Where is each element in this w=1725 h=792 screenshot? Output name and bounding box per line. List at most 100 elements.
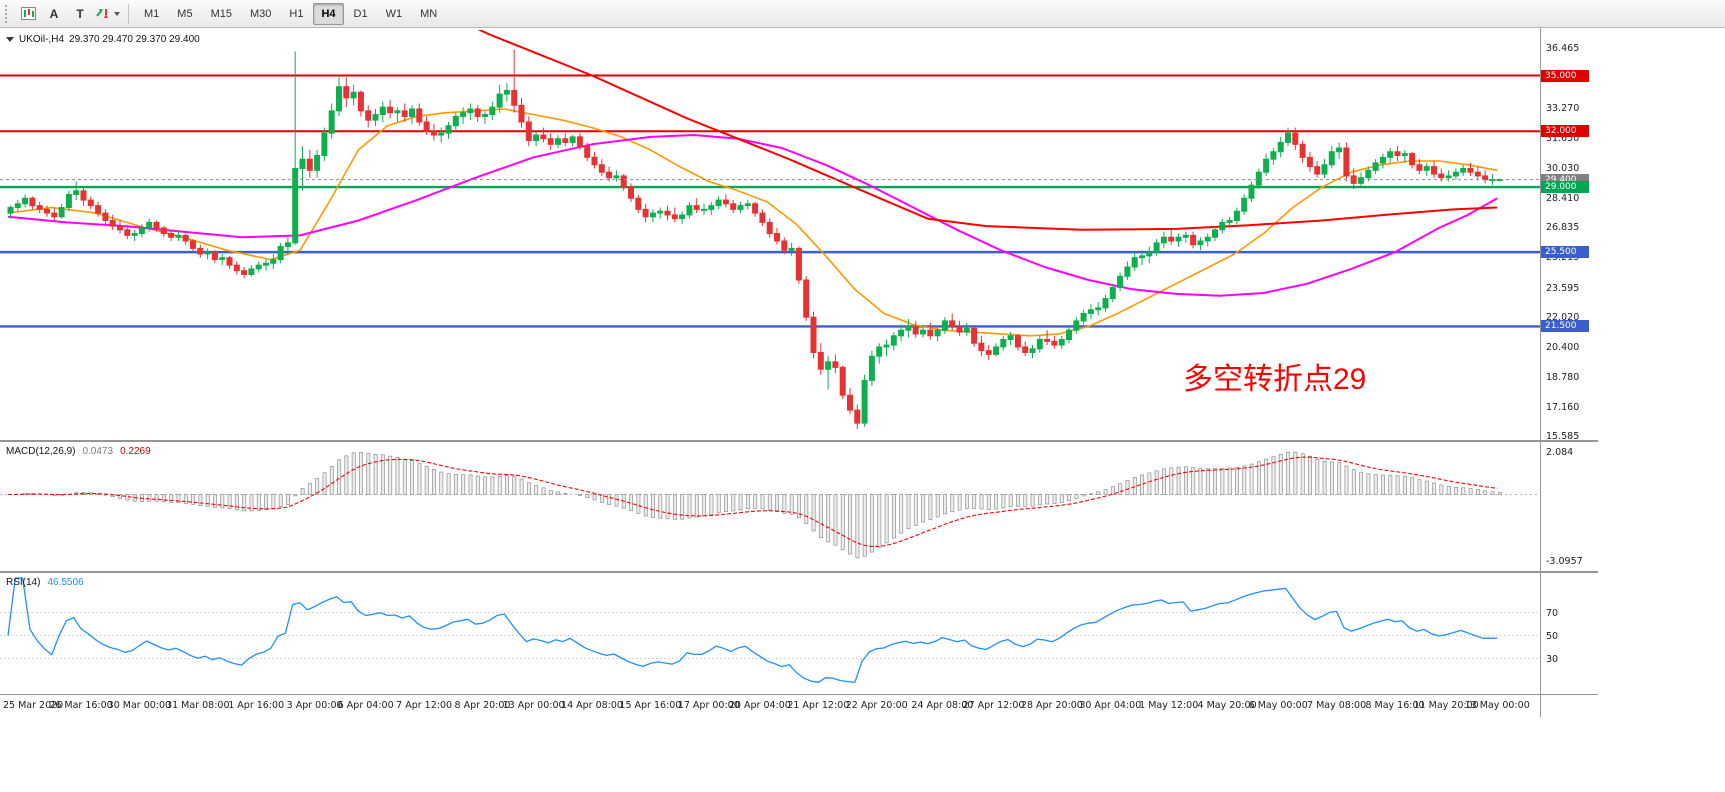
candle-body — [533, 134, 540, 142]
chart-dropdown-icon[interactable] — [6, 37, 14, 42]
time-label: 8 May 16:00 — [1365, 700, 1425, 711]
macd-histogram-bar — [227, 494, 232, 510]
candle-body — [1255, 171, 1262, 186]
candle-body — [584, 145, 591, 158]
candle-body — [985, 350, 992, 355]
indicator-arrows-button[interactable] — [94, 2, 121, 26]
macd-histogram-bar — [826, 494, 831, 543]
candle-body — [657, 210, 664, 214]
candle-body — [1197, 240, 1204, 246]
timeframe-button-h4[interactable]: H4 — [313, 2, 344, 25]
macd-histogram-bar — [636, 494, 641, 514]
macd-histogram-bar — [1381, 474, 1385, 495]
timeframe-button-m5[interactable]: M5 — [177, 7, 193, 20]
candle-body — [1146, 251, 1153, 257]
candle-body — [1066, 329, 1072, 340]
ohlc-values: 29.370 29.470 29.370 29.400 — [69, 34, 200, 45]
candle-body — [1219, 221, 1226, 231]
candle-body — [518, 104, 525, 123]
macd-histogram-bar — [1067, 494, 1072, 502]
candle-body — [1117, 275, 1124, 288]
timeframe-button-m15[interactable]: M15 — [210, 7, 232, 20]
timeframe-button-h1[interactable]: H1 — [289, 7, 304, 20]
candle-body — [774, 233, 780, 242]
macd-histogram-bar — [702, 494, 707, 517]
candle-body — [788, 247, 795, 251]
macd-histogram-bar — [855, 494, 860, 559]
text-tool-button[interactable]: T — [76, 6, 84, 21]
candle-body — [1343, 147, 1350, 177]
macd-histogram-layer — [23, 451, 1502, 559]
macd-histogram-bar — [556, 491, 561, 495]
macd-histogram-bar — [1227, 467, 1232, 495]
toolbar-grip[interactable] — [5, 4, 10, 23]
macd-histogram-bar — [293, 494, 298, 497]
macd-histogram-bar — [198, 494, 203, 506]
time-label: 17 Apr 00:00 — [677, 700, 740, 711]
candle-body — [1394, 151, 1401, 156]
macd-histogram-bar — [1118, 483, 1123, 495]
candle-body — [87, 199, 94, 207]
macd-histogram-bar — [1096, 491, 1101, 495]
macd-histogram-bar — [738, 494, 743, 511]
time-label: 26 Mar 16:00 — [49, 700, 113, 711]
macd-histogram-bar — [88, 492, 93, 495]
macd-histogram-bar — [1461, 487, 1466, 495]
candle-body — [1058, 338, 1065, 346]
candle-body — [598, 164, 605, 173]
candle-body — [379, 106, 386, 116]
candle-body — [555, 138, 561, 145]
candle-body — [1241, 197, 1248, 212]
candle-body — [445, 125, 452, 134]
timeframe-button-m30[interactable]: M30 — [249, 7, 272, 20]
candle-body — [22, 197, 29, 205]
macd-histogram-bar — [96, 493, 101, 495]
price-tick: 23.595 — [1546, 282, 1580, 294]
timeframe-button-d1[interactable]: D1 — [353, 7, 368, 20]
macd-histogram-bar — [548, 489, 553, 495]
timeframe-button-m1[interactable]: M1 — [144, 7, 160, 20]
candle-body — [131, 233, 138, 236]
price-tick: 33.270 — [1546, 102, 1580, 114]
macd-histogram-bar — [964, 494, 969, 509]
toolbar-separator — [128, 3, 129, 24]
time-label: 13 Apr 00:00 — [502, 700, 565, 711]
time-label: 20 Apr 04:00 — [728, 700, 791, 711]
macd-histogram-bar — [592, 494, 597, 501]
candle-body — [810, 316, 817, 353]
candle-body — [328, 110, 335, 134]
candle-body — [686, 205, 693, 216]
macd-histogram-bar — [234, 494, 239, 511]
macd-histogram-bar — [899, 494, 904, 534]
price-badge: 35.000 — [1541, 69, 1589, 82]
panel-separator-macd-rsi[interactable] — [0, 571, 1598, 573]
macd-histogram-bar — [125, 494, 130, 501]
candle-body — [14, 203, 21, 209]
macd-histogram-bar — [870, 494, 874, 553]
macd-histogram-bar — [884, 494, 889, 544]
macd-histogram-bar — [1264, 458, 1269, 495]
macd-histogram-bar — [1388, 474, 1393, 495]
macd-histogram-bar — [906, 494, 911, 529]
macd-histogram-bar — [745, 494, 750, 510]
panel-separator-main-macd[interactable] — [0, 440, 1598, 442]
timeframe-button-w1[interactable]: W1 — [385, 7, 403, 20]
candle-body — [496, 93, 503, 108]
time-label: 7 Apr 12:00 — [396, 700, 453, 711]
macd-histogram-bar — [59, 494, 64, 496]
annotate-letter-button[interactable]: A — [49, 6, 59, 21]
candle-body — [642, 208, 649, 218]
macd-histogram-bar — [1220, 467, 1225, 495]
timeframe-button-mn[interactable]: MN — [420, 7, 438, 20]
macd-histogram-bar — [1016, 494, 1020, 507]
candle-body — [722, 199, 729, 205]
new-chart-icon-button[interactable] — [16, 2, 40, 26]
macd-histogram-bar — [395, 457, 400, 495]
macd-histogram-bar — [1242, 465, 1247, 495]
candle-body — [204, 251, 211, 255]
price-tick: 20.400 — [1546, 341, 1580, 353]
macd-histogram-bar — [1410, 477, 1415, 495]
candle-body — [1336, 147, 1343, 153]
macd-histogram-bar — [1417, 479, 1422, 495]
